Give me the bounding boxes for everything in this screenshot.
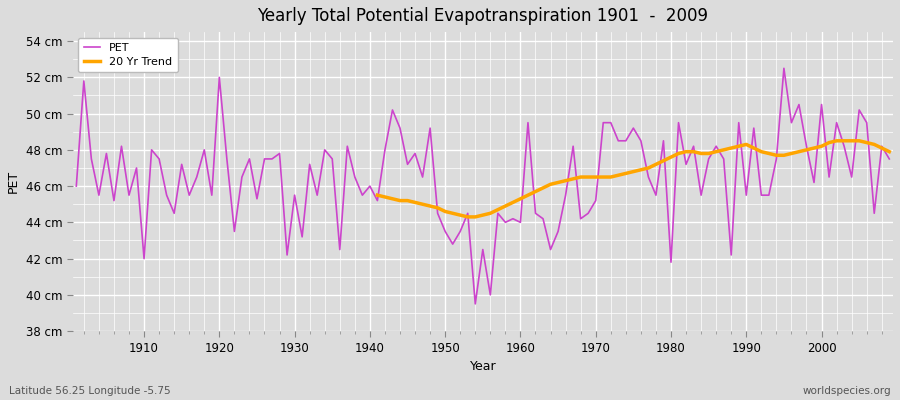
Text: worldspecies.org: worldspecies.org [803,386,891,396]
20 Yr Trend [454,213,465,218]
PET [884,156,895,161]
20 Yr Trend [877,146,887,150]
20 Yr Trend [463,214,473,219]
20 Yr Trend [771,153,782,158]
20 Yr Trend [673,151,684,156]
Y-axis label: PET: PET [7,170,20,193]
20 Yr Trend [832,138,842,143]
PET [297,234,308,239]
PET [523,120,534,125]
Line: PET: PET [76,68,889,304]
Legend: PET, 20 Yr Trend: PET, 20 Yr Trend [78,38,178,72]
PET [342,144,353,149]
PET [131,166,142,170]
PET [470,302,481,306]
PET [71,184,82,188]
20 Yr Trend [884,149,895,154]
X-axis label: Year: Year [470,360,496,373]
Title: Yearly Total Potential Evapotranspiration 1901  -  2009: Yearly Total Potential Evapotranspiratio… [257,7,708,25]
20 Yr Trend [477,213,488,218]
Text: Latitude 56.25 Longitude -5.75: Latitude 56.25 Longitude -5.75 [9,386,171,396]
20 Yr Trend [410,200,420,205]
Line: 20 Yr Trend: 20 Yr Trend [377,141,889,217]
20 Yr Trend [372,193,382,198]
PET [613,138,624,143]
PET [515,220,526,225]
PET [778,66,789,71]
